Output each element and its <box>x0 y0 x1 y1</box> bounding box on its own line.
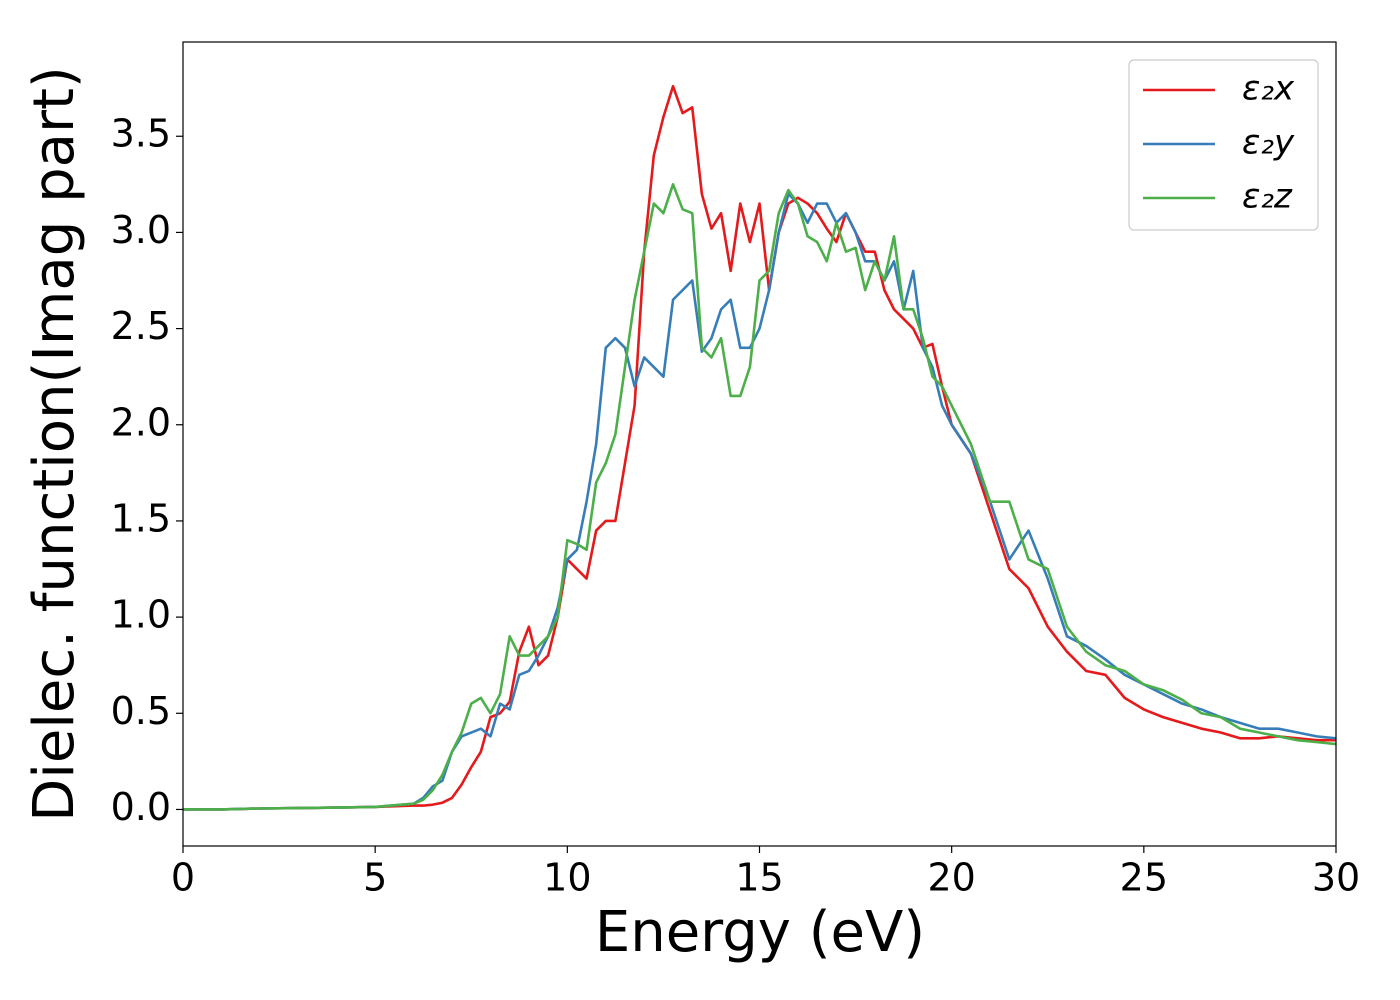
y-tick-label: 0.0 <box>111 785 171 829</box>
y-tick-label: 3.5 <box>111 112 171 156</box>
y-tick-label: 3.0 <box>111 208 171 252</box>
series-line <box>183 183 1336 811</box>
y-tick-label: 2.5 <box>111 304 171 348</box>
y-tick-label: 2.0 <box>111 400 171 444</box>
x-tick-label: 0 <box>171 856 195 900</box>
series-line <box>183 192 1336 811</box>
legend-box <box>1128 59 1319 231</box>
x-tick-label: 20 <box>927 856 975 900</box>
y-tick-label: 1.5 <box>111 496 171 540</box>
x-tick-label: 15 <box>735 856 783 900</box>
legend-label: ε₂z <box>1242 177 1293 217</box>
x-tick-label: 10 <box>543 856 591 900</box>
x-tick-label: 5 <box>363 856 387 900</box>
x-axis-label: Energy (eV) <box>595 900 925 965</box>
plot-frame <box>182 41 1337 847</box>
x-tick-label: 30 <box>1312 856 1360 900</box>
x-tick-label: 25 <box>1120 856 1168 900</box>
y-tick-label: 1.0 <box>111 593 171 637</box>
y-tick-label: 0.5 <box>111 689 171 733</box>
y-axis-label: Dielec. function(Imag part) <box>22 66 87 822</box>
legend-label: ε₂y <box>1242 123 1295 163</box>
legend-label: ε₂x <box>1242 69 1295 109</box>
series-line <box>183 84 1336 811</box>
